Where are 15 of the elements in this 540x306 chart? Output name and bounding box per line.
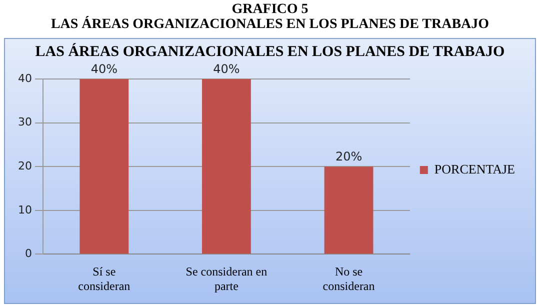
legend-label: PORCENTAJE — [434, 161, 516, 176]
y-tick-label: 40 — [18, 72, 32, 85]
text: LAS ÁREAS ORGANIZACIONALES EN LOS PLANES DE TRABAJO — [50, 17, 490, 32]
data-label: 20% — [335, 150, 362, 164]
x-tick-label: Sí se consideran — [78, 264, 130, 293]
data-label: 40% — [90, 62, 118, 76]
y-tick-label: 0 — [24, 247, 32, 260]
data-label: 40% — [213, 62, 240, 76]
y-tick-label: 30 — [18, 116, 32, 129]
chart-title: LAS ÁREAS ORGANIZACIONALES EN LOS PLANES DE TRABAJO — [35, 42, 505, 60]
x-tick-label: Se consideran en parte — [186, 264, 268, 293]
y-tick-label: 20 — [18, 159, 32, 172]
x-tick-label: No se consideran — [322, 264, 375, 293]
text: GRAFICO 5 — [230, 2, 310, 17]
y-tick-label: 10 — [18, 203, 32, 216]
